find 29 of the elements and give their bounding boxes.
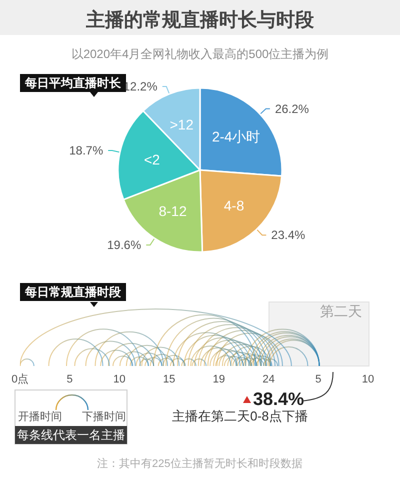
text: 第二天 xyxy=(320,303,362,319)
text: 每条线代表一名主播 xyxy=(17,428,125,442)
text: 每日平均直播时长 xyxy=(24,76,122,90)
data-label: 18.7% xyxy=(69,144,104,158)
category-label: 5 xyxy=(66,374,73,386)
slice-label: 8-12 xyxy=(158,202,187,219)
text: 主播在第二天0-8点下播 xyxy=(172,408,308,424)
category-label: 24 xyxy=(262,374,275,386)
chart-subtitle: 以2020年4月全网礼物收入最高的500位主播为例 xyxy=(71,47,329,61)
slice-label: 4-8 xyxy=(224,198,244,214)
category-label: 0点 xyxy=(11,372,29,386)
text: 38.4% xyxy=(253,389,304,409)
chart-title: 主播的常规直播时长与时段 xyxy=(85,9,315,31)
category-label: 10 xyxy=(113,374,126,386)
text: 开播时间 xyxy=(18,410,62,423)
slice-label: >12 xyxy=(170,116,194,132)
category-label: 5 xyxy=(315,374,322,386)
category-label: 10 xyxy=(362,374,374,386)
text: 注：其中有225位主播暂无时长和时段数据 xyxy=(97,457,302,470)
text: 每日常规直播时段 xyxy=(24,285,122,299)
slice-label: <2 xyxy=(144,151,160,168)
text: 下播时间 xyxy=(82,410,126,423)
data-label: 23.4% xyxy=(271,228,306,242)
data-label: 26.2% xyxy=(274,102,310,116)
slice-label: 2-4小时 xyxy=(212,128,260,145)
category-label: 19 xyxy=(212,374,225,386)
data-label: 12.2% xyxy=(123,80,158,94)
category-label: 15 xyxy=(163,374,176,386)
data-label: 19.6% xyxy=(107,238,142,252)
